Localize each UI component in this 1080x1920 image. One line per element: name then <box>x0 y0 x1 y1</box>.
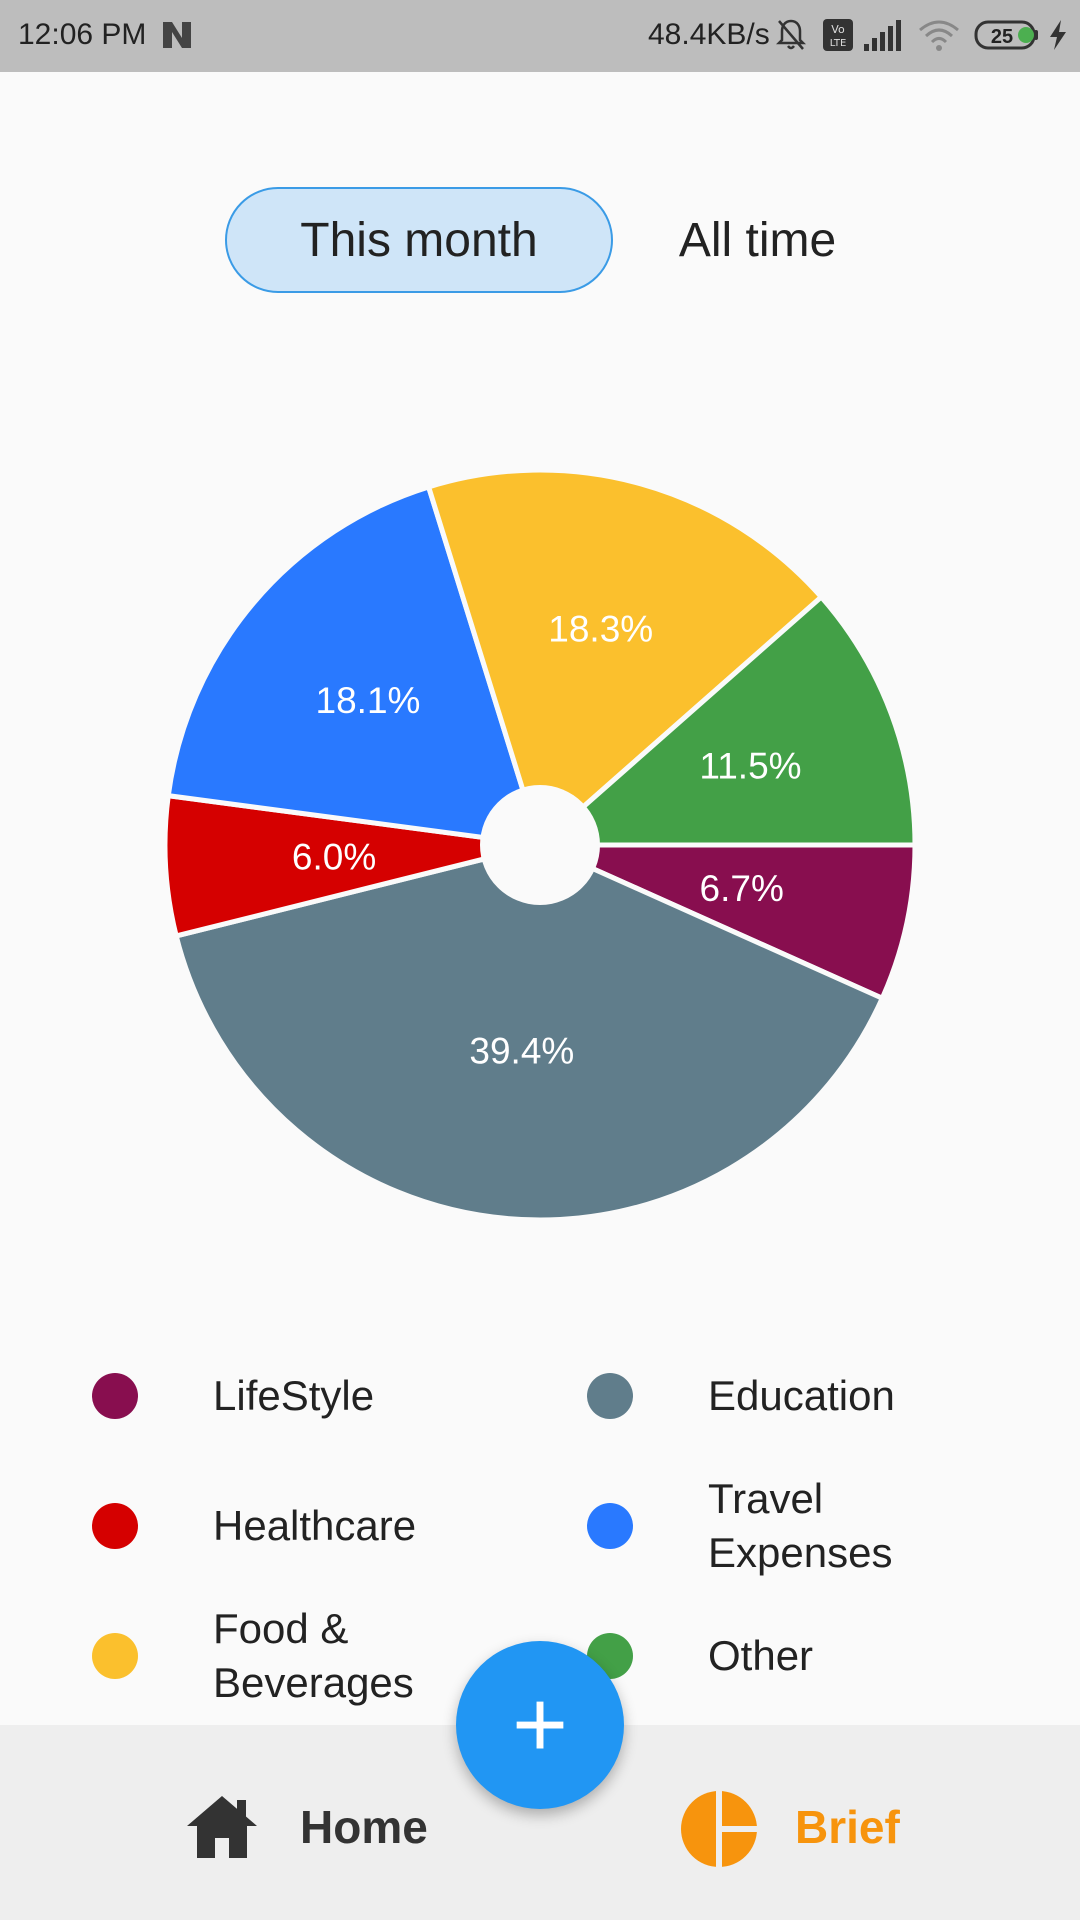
legend-label-education: Education <box>708 1372 895 1419</box>
legend-label-healthcare: Healthcare <box>213 1502 417 1549</box>
cell-signal-icon <box>864 20 901 51</box>
legend-dot-food-beverages <box>92 1633 138 1679</box>
pie-label-education: 39.4% <box>469 1030 574 1071</box>
add-icon: + <box>511 1671 569 1778</box>
charging-icon <box>1050 20 1066 50</box>
battery-level: 25 <box>991 26 1013 48</box>
pie-chart-icon <box>681 1791 757 1867</box>
pie-label-healthcare: 6.0% <box>292 837 376 878</box>
legend-dot-healthcare <box>92 1503 138 1549</box>
pie-center-hole <box>480 785 600 905</box>
n-icon <box>163 22 191 48</box>
legend-label-other: Other <box>708 1632 814 1679</box>
pie-slice-travel-expenses <box>165 483 544 848</box>
legend-dot-lifestyle <box>92 1373 138 1419</box>
nav-brief-button[interactable]: Brief <box>680 1790 940 1870</box>
home-icon <box>187 1796 257 1858</box>
pie-slice-healthcare <box>162 792 541 940</box>
nav-home-label: Home <box>300 1801 428 1853</box>
wifi-icon <box>919 20 959 51</box>
nav-home-button[interactable]: Home <box>185 1790 445 1870</box>
pie-label-lifestyle: 6.7% <box>700 868 784 909</box>
svg-text:Vo: Vo <box>831 23 845 36</box>
svg-text:LTE: LTE <box>830 38 847 49</box>
status-time: 12:06 PM <box>18 18 147 51</box>
this-month-toggle[interactable]: This month <box>225 187 613 293</box>
mute-bell-icon <box>776 19 806 50</box>
legend-dot-education <box>587 1373 633 1419</box>
pie-label-food-beverages: 18.3% <box>548 608 653 649</box>
pie-slice-other <box>533 593 918 848</box>
pie-label-travel-expenses: 18.1% <box>316 680 421 721</box>
legend-label-food-beverages: Food & Beverages <box>213 1605 414 1706</box>
all-time-toggle[interactable]: All time <box>678 213 837 267</box>
pie-slice-education <box>173 842 886 1223</box>
legend-dot-travel-expenses <box>587 1503 633 1549</box>
battery-icon: 25 <box>974 20 1038 50</box>
pie-slice-lifestyle <box>538 842 918 1002</box>
nav-brief-label: Brief <box>795 1801 900 1853</box>
legend-label-travel-expenses: Travel Expenses <box>708 1475 893 1576</box>
add-expense-fab[interactable]: + <box>456 1641 624 1809</box>
legend-label-lifestyle: LifeStyle <box>213 1372 375 1419</box>
pie-slice-food-beverages <box>425 467 825 850</box>
volte-icon: Vo LTE <box>823 19 853 51</box>
network-speed: 48.4KB/s <box>648 18 770 51</box>
status-bar: 12:06 PM 48.4KB/s Vo LTE <box>0 0 1080 72</box>
pie-label-other: 11.5% <box>699 745 801 786</box>
expense-pie-chart: 6.7% 39.4% 6.0% 18.1% 18.3% 11.5% <box>162 467 918 1223</box>
